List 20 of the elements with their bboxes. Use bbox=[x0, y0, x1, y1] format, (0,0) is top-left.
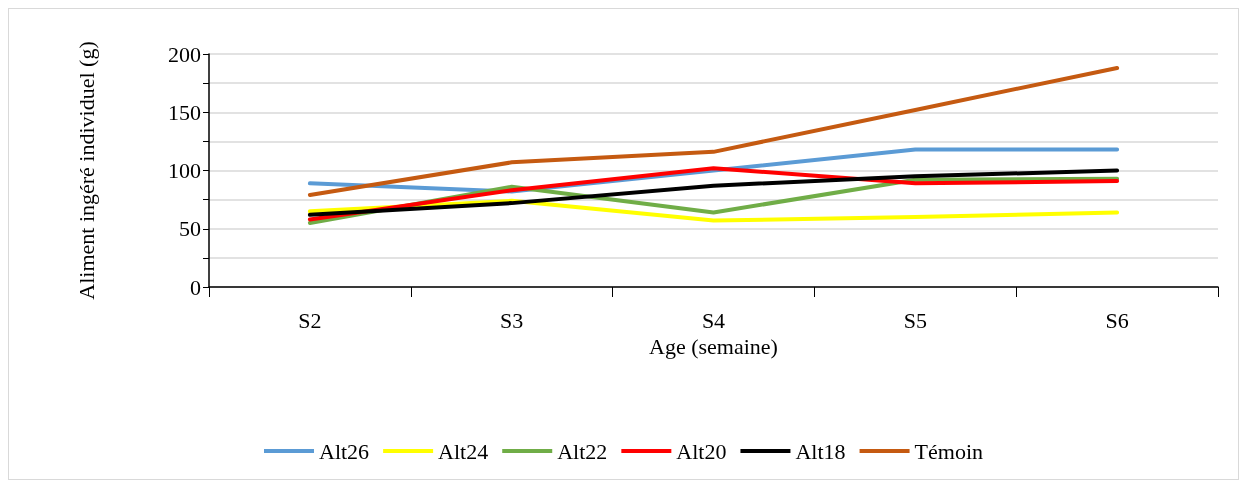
y-tick-label: 100 bbox=[168, 158, 201, 183]
y-axis-title: Aliment ingéré individuel (g) bbox=[73, 41, 99, 300]
legend-label: Alt20 bbox=[676, 438, 727, 464]
legend-label: Alt24 bbox=[438, 438, 489, 464]
line-series bbox=[307, 65, 1120, 197]
legend-label: Alt22 bbox=[557, 438, 608, 464]
y-tick-label: 0 bbox=[190, 274, 201, 300]
y-tick-label: 50 bbox=[179, 216, 201, 242]
x-tick-label: S2 bbox=[298, 307, 322, 333]
x-tick-label: S3 bbox=[500, 307, 524, 333]
legend-label: Alt26 bbox=[319, 438, 370, 464]
y-tick-label: 150 bbox=[168, 99, 201, 125]
x-tick-label: S4 bbox=[701, 307, 726, 333]
legend-label: Témoin bbox=[914, 438, 983, 464]
line-series bbox=[307, 198, 1120, 223]
x-tick-label: S6 bbox=[1105, 307, 1129, 333]
x-tick-label: S5 bbox=[903, 307, 927, 333]
y-tick-label: 200 bbox=[168, 41, 201, 67]
x-axis-title: Age (semaine) bbox=[649, 333, 778, 359]
legend-label: Alt18 bbox=[795, 438, 846, 464]
